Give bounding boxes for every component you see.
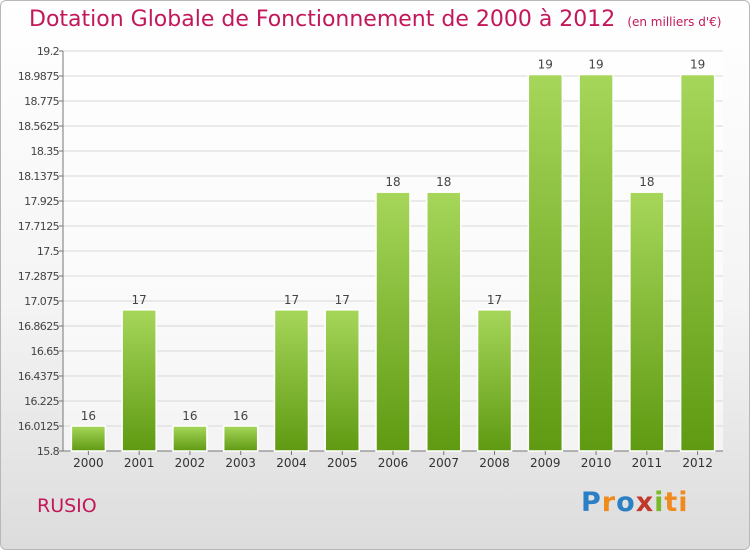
y-tick-label: 18.775: [24, 95, 59, 108]
data-label: 16: [81, 409, 96, 423]
logo-letter: P: [581, 487, 602, 518]
bar: [273, 309, 310, 452]
data-label: 16: [182, 409, 197, 423]
bar: [629, 191, 665, 452]
bar: [375, 191, 411, 452]
bar: [172, 425, 208, 452]
data-label: 16: [233, 409, 248, 423]
logo-letter: x: [635, 487, 655, 518]
chart-title-text: Dotation Globale de Fonctionnement de 20…: [29, 7, 616, 32]
bar: [679, 73, 716, 452]
data-label: 17: [132, 293, 147, 307]
bar: [476, 309, 513, 452]
y-tick-label: 16.65: [31, 345, 60, 358]
data-label: 17: [284, 293, 299, 307]
y-tick-label: 17.075: [24, 295, 59, 308]
bar: [222, 425, 259, 452]
y-tick-label: 18.5625: [18, 120, 60, 133]
y-tick-label: 17.925: [24, 195, 59, 208]
y-tick-label: 17.2875: [18, 270, 60, 283]
x-tick-label: 2008: [479, 456, 510, 470]
bar: [70, 425, 107, 452]
y-tick-label: 17.7125: [18, 220, 60, 233]
bar: [324, 309, 360, 452]
logo-letter: o: [616, 487, 636, 518]
data-label: 18: [385, 175, 400, 189]
y-tick-label: 16.8625: [18, 320, 60, 333]
x-tick-label: 2004: [276, 456, 307, 470]
bar: [426, 191, 462, 452]
y-tick-label: 18.9875: [18, 70, 60, 83]
x-tick-label: 2003: [225, 456, 256, 470]
data-label: 17: [335, 293, 350, 307]
y-tick-label: 16.225: [24, 395, 59, 408]
proxiti-logo: Proxiti: [581, 487, 689, 518]
y-tick-label: 16.0125: [18, 420, 60, 433]
logo-letter: r: [601, 487, 617, 518]
x-tick-label: 2001: [124, 456, 155, 470]
y-tick-label: 15.8: [37, 445, 60, 458]
logo-letter: i: [654, 487, 665, 518]
data-label: 17: [487, 293, 502, 307]
y-tick-label: 17.5: [37, 245, 60, 258]
x-tick-label: 2012: [682, 456, 713, 470]
data-label: 19: [538, 58, 553, 72]
x-tick-label: 2011: [632, 456, 663, 470]
unit-label: (en milliers d'€): [627, 15, 722, 29]
x-tick-label: 2007: [428, 456, 459, 470]
bar: [578, 73, 614, 452]
x-tick-label: 2000: [73, 456, 104, 470]
commune-name: RUSIO: [37, 495, 97, 517]
bar: [121, 309, 157, 452]
x-tick-label: 2009: [530, 456, 561, 470]
y-tick-label: 16.4375: [18, 370, 60, 383]
data-label: 18: [436, 175, 451, 189]
logo-letter: ti: [664, 487, 689, 518]
x-tick-label: 2005: [327, 456, 358, 470]
chart-title: Dotation Globale de Fonctionnement de 20…: [29, 7, 721, 32]
x-tick-label: 2006: [378, 456, 409, 470]
data-label: 19: [588, 58, 603, 72]
data-label: 18: [639, 175, 654, 189]
bar: [527, 73, 564, 452]
y-tick-label: 18.35: [31, 145, 60, 158]
y-tick-label: 19.2: [37, 45, 59, 58]
data-label: 19: [690, 58, 705, 72]
y-tick-label: 18.1375: [18, 170, 60, 183]
x-tick-label: 2010: [581, 456, 612, 470]
x-tick-label: 2002: [175, 456, 206, 470]
